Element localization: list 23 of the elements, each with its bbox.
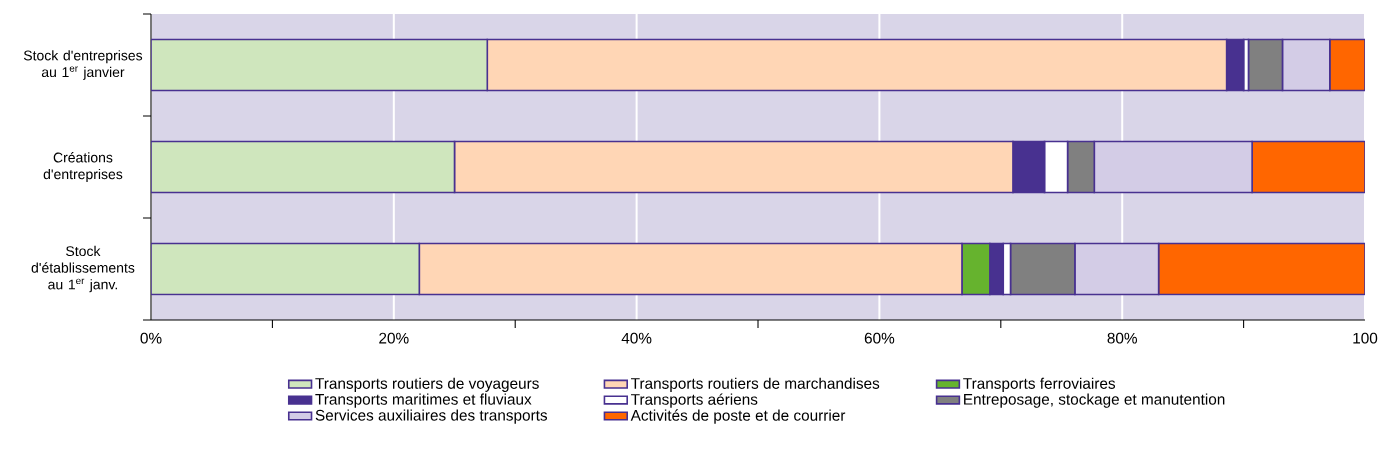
legend-label: Services auxiliaires des transports: [315, 409, 548, 424]
legend-label: Activités de poste et de courrier: [630, 409, 846, 424]
x-tick-label: 100: [1353, 332, 1378, 344]
bar: [1329, 38, 1366, 92]
legend-label: Entreposage, stockage et manutention: [964, 393, 1225, 408]
legend-label: Transports aériens: [631, 393, 758, 408]
bar: [151, 242, 421, 296]
y-tick-label: Stock d'établissements au 1$^{er}$ janv.: [31, 245, 135, 293]
bar: [1157, 242, 1366, 296]
x-tick-label: 0%: [140, 332, 162, 344]
x-tick-label: 60%: [864, 332, 895, 344]
y-tick-label: Stock d'entreprises au 1$^{er}$ janvier: [23, 50, 143, 80]
legend-label: Transports routiers de marchandises: [631, 377, 880, 392]
x-tick-label: 20%: [379, 332, 409, 344]
bar: [1251, 140, 1366, 194]
legend-label: Transports routiers de voyageurs: [315, 377, 539, 392]
legend-label: Transports ferroviaires: [963, 377, 1116, 392]
bar: [151, 38, 489, 92]
x-tick-label: 40%: [621, 332, 652, 344]
legend-label: Transports maritimes et fluviaux: [315, 393, 532, 408]
x-tick-label: 80%: [1107, 332, 1138, 344]
bar: [151, 140, 456, 194]
y-tick-label: Créations d'entreprises: [43, 152, 123, 182]
